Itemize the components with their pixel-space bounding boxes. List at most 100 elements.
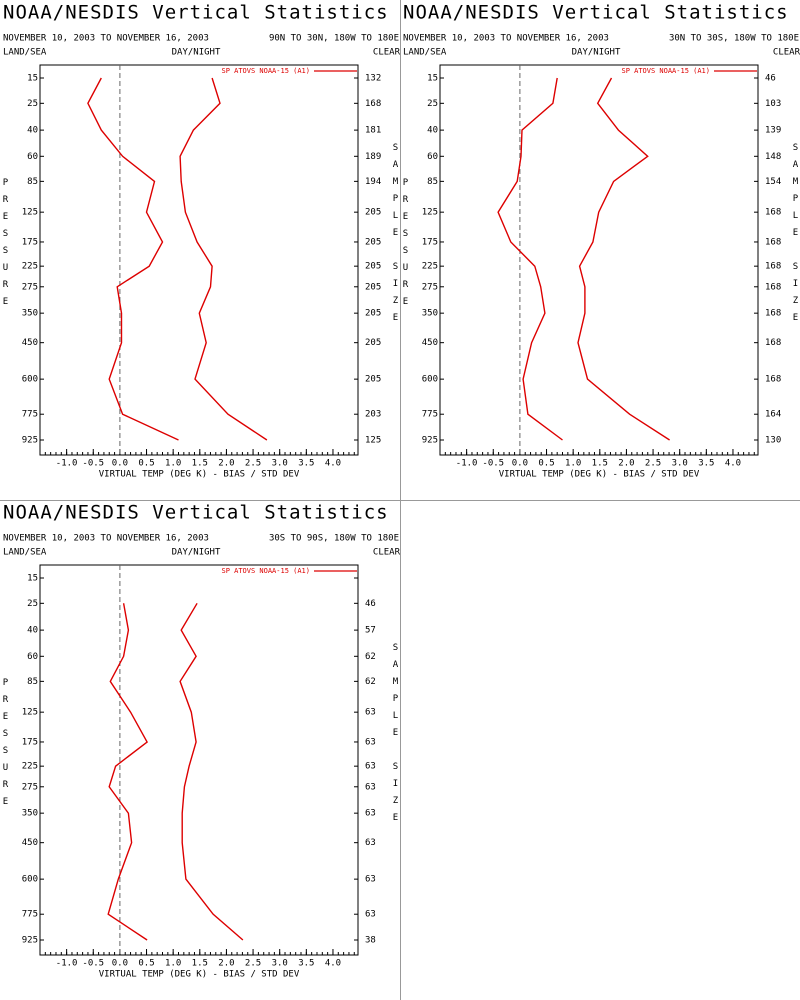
y-tick-label: 225 bbox=[22, 262, 38, 272]
day-night: DAY/NIGHT bbox=[172, 48, 221, 58]
sample-size: 203 bbox=[365, 410, 381, 420]
y-tick-label: 125 bbox=[22, 208, 38, 218]
x-tick-label: 1.5 bbox=[592, 459, 608, 469]
sample-label: SAMPLE SIZE bbox=[391, 643, 401, 830]
sample-size: 189 bbox=[365, 152, 381, 162]
sample-size: 38 bbox=[365, 936, 376, 946]
sample-size: 46 bbox=[365, 599, 376, 609]
y-tick-label: 275 bbox=[422, 282, 438, 292]
sample-size: 205 bbox=[365, 237, 381, 247]
y-tick-label: 85 bbox=[27, 677, 38, 687]
y-tick-label: 925 bbox=[22, 936, 38, 946]
y-tick-label: 40 bbox=[27, 626, 38, 636]
x-tick-label: -0.5 bbox=[82, 459, 104, 469]
y-tick-label: 40 bbox=[427, 126, 438, 136]
panel: NOAA/NESDIS Vertical Statistics NOVEMBER … bbox=[401, 2, 800, 480]
y-tick-label: 60 bbox=[27, 652, 38, 662]
x-axis-label: VIRTUAL TEMP (DEG K) - BIAS / STD DEV bbox=[499, 470, 700, 480]
x-tick-label: -1.0 bbox=[56, 959, 78, 969]
sample-size: 63 bbox=[365, 875, 376, 885]
y-tick-label: 775 bbox=[22, 910, 38, 920]
x-tick-label: 1.0 bbox=[165, 959, 181, 969]
x-tick-label: 4.0 bbox=[725, 459, 741, 469]
day-night: DAY/NIGHT bbox=[572, 48, 621, 58]
chart-title: NOAA/NESDIS Vertical Statistics bbox=[403, 2, 789, 24]
chart-title: NOAA/NESDIS Vertical Statistics bbox=[3, 2, 389, 24]
y-tick-label: 15 bbox=[427, 74, 438, 84]
y-tick-label: 600 bbox=[422, 375, 438, 385]
y-tick-label: 25 bbox=[27, 599, 38, 609]
region: 30S TO 90S, 180W TO 180E bbox=[269, 534, 399, 544]
sample-size: 63 bbox=[365, 737, 376, 747]
subtitle: NOVEMBER 10, 2003 TO NOVEMBER 16, 2003 bbox=[403, 34, 609, 44]
sample-size: 46 bbox=[765, 74, 776, 84]
sample-size: 130 bbox=[765, 436, 781, 446]
sample-size: 205 bbox=[365, 338, 381, 348]
subtitle: NOVEMBER 10, 2003 TO NOVEMBER 16, 2003 bbox=[3, 534, 209, 544]
sample-size: 62 bbox=[365, 677, 376, 687]
x-axis-label: VIRTUAL TEMP (DEG K) - BIAS / STD DEV bbox=[99, 970, 300, 980]
x-tick-label: 3.0 bbox=[272, 459, 288, 469]
x-tick-label: 1.5 bbox=[192, 959, 208, 969]
data-line bbox=[497, 77, 563, 441]
sample-size: 148 bbox=[765, 152, 781, 162]
x-tick-label: -0.5 bbox=[482, 459, 504, 469]
y-tick-label: 175 bbox=[422, 237, 438, 247]
x-tick-label: 0.0 bbox=[112, 459, 128, 469]
x-tick-label: 3.5 bbox=[698, 459, 714, 469]
clear: CLEAR bbox=[373, 548, 401, 558]
y-tick-label: 125 bbox=[22, 708, 38, 718]
land-sea: LAND/SEA bbox=[3, 548, 47, 558]
y-tick-label: 25 bbox=[27, 99, 38, 109]
y-tick-label: 40 bbox=[27, 126, 38, 136]
x-tick-label: -1.0 bbox=[456, 459, 478, 469]
x-tick-label: 2.0 bbox=[218, 959, 234, 969]
legend-label: SP ATOVS NOAA-15 (A1) bbox=[221, 567, 310, 575]
x-tick-label: 1.0 bbox=[165, 459, 181, 469]
y-tick-label: 600 bbox=[22, 875, 38, 885]
panel: NOAA/NESDIS Vertical Statistics NOVEMBER … bbox=[1, 2, 401, 480]
y-tick-label: 15 bbox=[27, 74, 38, 84]
legend-label: SP ATOVS NOAA-15 (A1) bbox=[221, 67, 310, 75]
x-axis-label: VIRTUAL TEMP (DEG K) - BIAS / STD DEV bbox=[99, 470, 300, 480]
y-tick-label: 450 bbox=[22, 338, 38, 348]
plot-frame bbox=[39, 64, 359, 456]
y-tick-label: 600 bbox=[22, 375, 38, 385]
y-tick-label: 125 bbox=[422, 208, 438, 218]
y-tick-label: 275 bbox=[22, 782, 38, 792]
y-tick-label: 175 bbox=[22, 737, 38, 747]
x-tick-label: 0.5 bbox=[138, 459, 154, 469]
land-sea: LAND/SEA bbox=[403, 48, 447, 58]
sample-size: 154 bbox=[765, 177, 781, 187]
x-tick-label: 4.0 bbox=[325, 959, 341, 969]
x-tick-label: 3.0 bbox=[272, 959, 288, 969]
y-tick-label: 175 bbox=[22, 237, 38, 247]
sample-size: 139 bbox=[765, 126, 781, 136]
land-sea: LAND/SEA bbox=[3, 48, 47, 58]
data-line bbox=[179, 602, 244, 941]
plot-frame bbox=[39, 564, 359, 956]
sample-size: 168 bbox=[765, 237, 781, 247]
legend-label: SP ATOVS NOAA-15 (A1) bbox=[621, 67, 710, 75]
data-line bbox=[179, 77, 268, 441]
y-tick-label: 775 bbox=[422, 410, 438, 420]
sample-size: 63 bbox=[365, 782, 376, 792]
x-tick-label: 3.5 bbox=[298, 459, 314, 469]
data-line bbox=[107, 603, 149, 941]
y-tick-label: 925 bbox=[422, 436, 438, 446]
x-tick-label: 0.5 bbox=[138, 959, 154, 969]
sample-size: 168 bbox=[765, 375, 781, 385]
x-tick-label: 1.5 bbox=[192, 459, 208, 469]
y-tick-label: 775 bbox=[22, 410, 38, 420]
data-line bbox=[577, 77, 670, 441]
x-tick-label: -0.5 bbox=[82, 959, 104, 969]
sample-size: 57 bbox=[365, 626, 376, 636]
sample-size: 205 bbox=[365, 309, 381, 319]
y-tick-label: 350 bbox=[422, 309, 438, 319]
sample-size: 168 bbox=[765, 309, 781, 319]
sample-size: 63 bbox=[365, 708, 376, 718]
x-tick-label: 2.5 bbox=[645, 459, 661, 469]
x-tick-label: 2.0 bbox=[218, 459, 234, 469]
y-tick-label: 450 bbox=[422, 338, 438, 348]
